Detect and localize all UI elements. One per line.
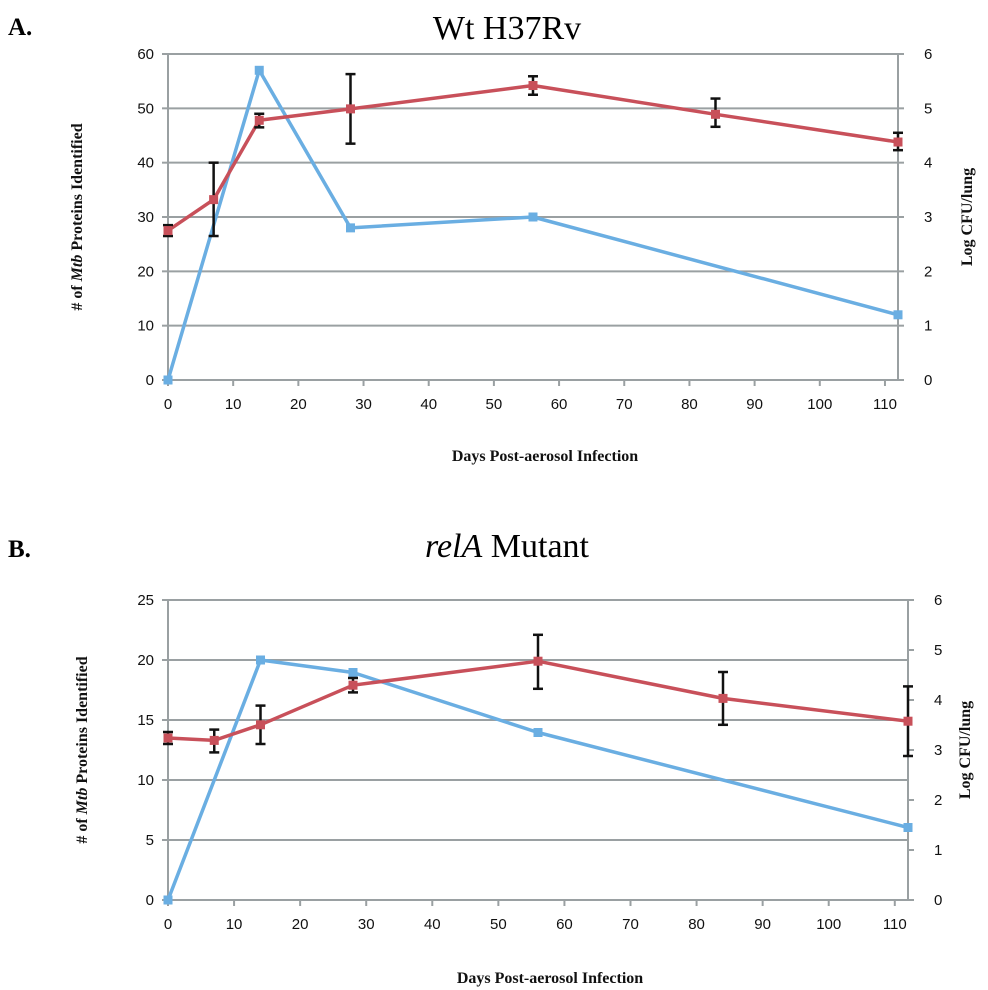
y-tick-label: 50 [137,100,154,117]
x-tick-label: 110 [883,916,907,933]
y-axis-label-prefix: # of [74,814,91,843]
y-tick-label: 10 [137,318,154,335]
x-tick-label: 80 [688,916,705,933]
chart-title-text: Mutant [482,528,589,565]
x-tick-label: 20 [290,396,307,413]
cfu-point [163,375,173,385]
x-tick-label: 10 [225,396,242,413]
x-tick-label: 20 [292,916,309,933]
x-tick-label: 100 [807,396,832,413]
proteins-point [256,720,265,730]
y2-axis-label: Log CFU/lung [957,701,974,799]
y-tick-label: 0 [146,372,154,389]
proteins-point [718,693,728,703]
x-tick-label: 50 [486,396,503,413]
proteins-point [903,716,913,726]
y2-tick-label: 5 [934,642,942,659]
cfu-point [903,823,913,832]
proteins-point [254,115,264,125]
x-axis-label: Days Post-aerosol Infection [452,448,638,465]
proteins-point [533,656,543,666]
y2-tick-label: 2 [934,792,942,809]
x-tick-label: 0 [164,396,172,413]
x-tick-label: 50 [490,916,507,933]
cfu-point [893,310,903,320]
proteins-point [346,104,355,114]
x-tick-label: 100 [816,916,841,933]
cfu-point [346,223,355,233]
x-tick-label: 90 [746,396,763,413]
y2-tick-label: 2 [924,263,932,280]
panel-a: A. Wt H37Rv 0 10 20 30 40 50 60 70 80 90 100 110 0 10… [0,0,988,480]
chart-title-text: Wt H37Rv [432,10,582,47]
y2-tick-label: 4 [924,155,932,172]
x-tick-label: 80 [681,396,698,413]
y2-tick-label: 3 [934,742,942,759]
y-axis-label: # of Mtb Proteins Identified [69,123,86,310]
y2-tick-label: 1 [934,842,942,859]
x-tick-label: 0 [164,916,172,933]
y2-tick-label: 0 [924,372,932,389]
proteins-series-line [167,83,899,233]
x-tick-label: 30 [355,396,372,413]
chart-title: Wt H37Rv [92,10,922,48]
cfu-point [528,212,538,222]
y2-tick-label: 6 [934,592,942,609]
x-tick-label: 10 [226,916,243,933]
x-tick-label: 70 [622,916,639,933]
x-tick-label: 40 [424,916,441,933]
y-tick-label: 60 [137,46,154,63]
x-tick-label: 60 [551,396,568,413]
y-tick-label: 20 [137,652,154,669]
cfu-point [348,668,358,677]
y2-tick-label: 0 [934,892,942,909]
proteins-point [348,680,358,690]
panel-label: B. [8,536,31,563]
y-axis-label-italic: Mtb [74,788,91,816]
y-axis-label-suffix: Proteins Identified [69,123,86,254]
y-tick-label: 30 [137,209,154,226]
panel-b: B. relA Mutant 0 10 20 30 40 50 60 70 80 90 100 110… [0,480,988,990]
cfu-point [254,65,264,75]
y2-tick-label: 3 [924,209,932,226]
y-axis-label-suffix: Proteins Identified [74,656,91,787]
chart-a: 0 10 20 30 40 50 60 70 80 90 100 110 0 10 20 30 40 50 60 0 1… [69,46,976,465]
y-axis-label-prefix: # of [69,281,86,310]
x-axis-label: Days Post-aerosol Infection [457,970,643,987]
y-tick-label: 20 [137,263,154,280]
y2-tick-label: 5 [924,100,932,117]
y-tick-label: 15 [137,712,154,729]
y-axis-label-italic: Mtb [69,255,86,283]
y-tick-label: 25 [137,592,154,609]
x-tick-label: 30 [358,916,375,933]
y-axis-label: # of Mtb Proteins Identified [74,656,91,843]
proteins-point [528,81,538,91]
panel-label: A. [8,14,33,41]
proteins-point [711,109,720,119]
y-tick-label: 40 [137,155,154,172]
cfu-point [163,895,173,905]
y2-tick-label: 4 [934,692,942,709]
y-tick-label: 0 [146,892,154,909]
cfu-point [533,728,543,737]
chart-title-italic: relA [425,528,483,565]
y-tick-label: 10 [137,772,154,789]
y2-axis-label: Log CFU/lung [959,168,976,266]
chart-b: 0 10 20 30 40 50 60 70 80 90 100 110 0 5 10 15 20 25 0 1 2 3 4… [74,592,974,987]
x-tick-label: 60 [556,916,573,933]
x-tick-label: 90 [754,916,771,933]
proteins-point [163,226,173,236]
x-tick-label: 70 [616,396,633,413]
proteins-point [209,735,219,745]
cfu-point [256,655,265,665]
proteins-point [163,733,173,743]
proteins-point [209,195,219,205]
x-tick-label: 110 [873,396,897,413]
x-tick-label: 40 [420,396,437,413]
y2-tick-label: 1 [924,318,932,335]
chart-title: relA Mutant [92,528,922,566]
y-tick-label: 5 [146,832,154,849]
y2-tick-label: 6 [924,46,932,63]
proteins-point [893,137,903,147]
